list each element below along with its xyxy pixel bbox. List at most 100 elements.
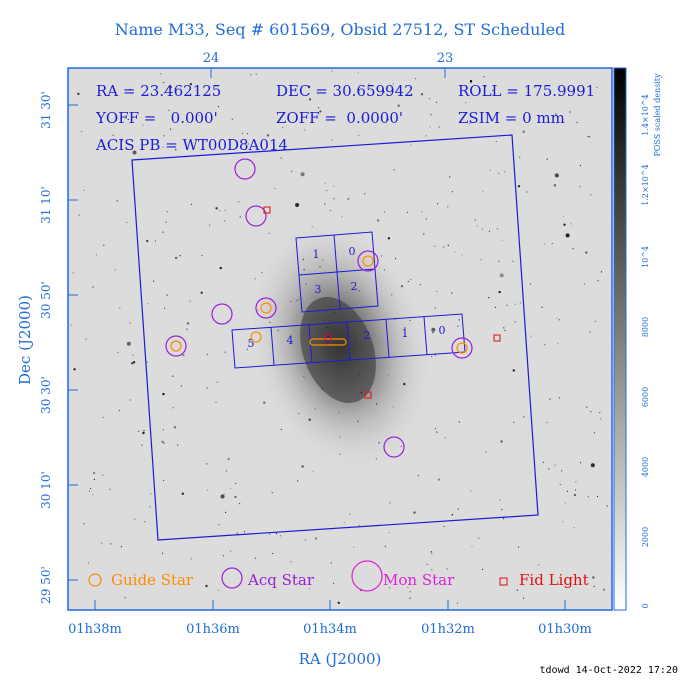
background-star (471, 545, 473, 547)
background-star (321, 387, 323, 389)
background-star (383, 269, 386, 271)
background-star (189, 300, 191, 302)
background-star (358, 524, 360, 527)
background-star (375, 458, 377, 460)
background-star (397, 104, 400, 107)
background-star (308, 418, 311, 421)
background-star (434, 245, 436, 247)
background-star (600, 418, 602, 420)
mon-star-legend-icon (351, 560, 383, 592)
background-star (480, 259, 482, 261)
background-star (538, 564, 540, 566)
background-star (341, 216, 343, 218)
background-star (168, 109, 170, 111)
ccd-label: 4 (287, 334, 294, 347)
background-star (488, 230, 490, 232)
background-star (457, 325, 459, 327)
background-star (164, 307, 166, 309)
background-star (430, 114, 432, 116)
background-star (282, 127, 284, 129)
background-star (590, 411, 592, 413)
background-star (333, 312, 335, 314)
background-star (358, 134, 360, 136)
background-star (431, 327, 436, 332)
roll-readout: ROLL = 175.9991 (458, 82, 595, 100)
background-star (297, 480, 299, 482)
background-star (134, 518, 136, 520)
background-star (431, 569, 433, 571)
background-star (482, 190, 484, 192)
background-star (388, 532, 390, 534)
x-axis-label: RA (J2000) (299, 650, 382, 668)
background-star (239, 503, 241, 505)
background-star (558, 319, 561, 321)
background-star (149, 506, 151, 508)
background-star (573, 493, 577, 497)
background-star (434, 428, 436, 430)
background-star (235, 482, 237, 484)
background-star (499, 499, 501, 501)
background-star (295, 577, 297, 579)
background-star (501, 509, 503, 511)
background-star (590, 194, 592, 196)
background-star (457, 508, 459, 510)
background-star (279, 535, 281, 537)
x-tick-label: 01h34m (303, 622, 357, 637)
background-star (163, 81, 165, 84)
background-star (354, 340, 357, 342)
background-star (241, 132, 243, 134)
background-star (469, 122, 471, 125)
background-star (246, 348, 248, 350)
background-star (219, 266, 222, 270)
background-star (219, 209, 221, 212)
background-star (563, 223, 566, 226)
background-star (319, 110, 322, 113)
background-star (516, 589, 518, 591)
background-star (431, 552, 433, 554)
background-star (83, 523, 85, 525)
background-star (73, 368, 76, 371)
background-star (576, 121, 578, 124)
background-star (162, 231, 164, 233)
background-star (400, 445, 402, 447)
background-star (146, 239, 149, 243)
x-tick-label: 01h38m (68, 622, 122, 637)
background-star (160, 73, 162, 75)
ccd-top-array (295, 231, 379, 313)
background-star (314, 537, 318, 540)
ccd-label: 2 (351, 280, 358, 293)
background-star (146, 361, 148, 363)
background-star (295, 203, 300, 207)
background-star (414, 78, 416, 80)
background-star (274, 188, 276, 190)
background-star (85, 338, 87, 340)
background-star (331, 139, 333, 141)
background-star (174, 256, 178, 260)
background-star (186, 328, 188, 330)
background-star (117, 351, 119, 353)
background-star (319, 266, 321, 268)
background-star (498, 290, 501, 294)
fid-light-legend-label: Fid Light (519, 571, 589, 589)
background-star (247, 133, 249, 135)
background-star (409, 319, 411, 321)
background-star (488, 297, 490, 299)
background-star (514, 303, 517, 305)
colorbar-tick: 2000 (641, 527, 650, 547)
background-star (172, 407, 174, 409)
background-star (451, 513, 454, 516)
background-star (198, 114, 200, 116)
background-star (92, 494, 94, 496)
background-star (250, 74, 252, 76)
background-star (162, 392, 165, 396)
background-star (142, 431, 145, 435)
background-star (280, 428, 282, 431)
background-star (564, 502, 567, 504)
background-star (458, 421, 460, 423)
background-star (83, 189, 85, 191)
background-star (514, 321, 516, 323)
background-star (443, 525, 445, 528)
background-star (587, 135, 589, 138)
background-star (225, 511, 227, 513)
colorbar-tick: 1.4×10^4 (641, 94, 650, 135)
